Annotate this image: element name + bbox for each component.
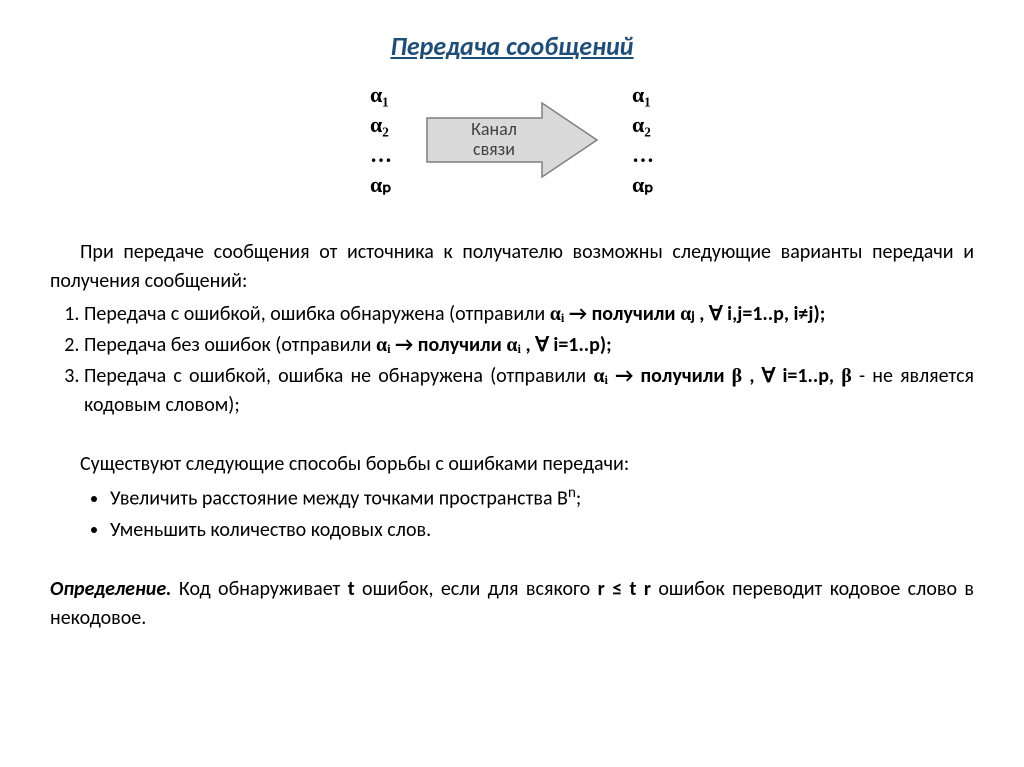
li1-part-a: Передача с ошибкой, ошибка обнаружена (о… (84, 302, 550, 326)
diagram-right-2: … (632, 142, 654, 168)
slide-page: Передача сообщений α₁ α₂ … αₚ Канал связ… (0, 0, 1024, 657)
bullet-list: Увеличить расстояние между точками прост… (50, 483, 974, 545)
numbered-list: Передача с ошибкой, ошибка обнаружена (о… (50, 300, 974, 420)
channel-arrow: Канал связи (422, 100, 602, 180)
b1-a: Увеличить расстояние между точками прост… (110, 487, 568, 511)
diagram-left-column: α₁ α₂ … αₚ (370, 82, 392, 198)
diagram-left-0: α₁ (370, 82, 392, 108)
li3-part-a: Передача с ошибкой, ошибка не обнаружена… (84, 364, 593, 388)
def-b: ошибок, если для всякого (355, 577, 598, 601)
li1-alpha-i: αᵢ (550, 303, 565, 325)
b1-sup: n (568, 484, 576, 502)
section-2: Существуют следующие способы борьбы с ош… (50, 450, 974, 545)
arrow-label-line1: Канал (471, 118, 517, 140)
intro-paragraph: При передаче сообщения от источника к по… (50, 238, 974, 296)
list-item-2: Передача без ошибок (отправили αᵢ → полу… (84, 331, 974, 360)
def-label: Определение. (50, 577, 172, 601)
li2-part-a: Передача без ошибок (отправили (84, 333, 376, 357)
li3-part-b: → получили (608, 364, 732, 388)
arrow-label-line2: связи (473, 138, 515, 160)
list-item-3: Передача с ошибкой, ошибка не обнаружена… (84, 362, 974, 420)
body-text: При передаче сообщения от источника к по… (50, 238, 974, 633)
arrow-label: Канал связи (471, 120, 517, 160)
bullet-2: Уменьшить количество кодовых слов. (110, 516, 974, 545)
section2-intro: Существуют следующие способы борьбы с ош… (50, 450, 974, 479)
b1-b: ; (576, 487, 581, 511)
li3-part-c: , ∀ i=1..p, (742, 364, 841, 388)
bullet-1: Увеличить расстояние между точками прост… (110, 483, 974, 514)
def-a: Код обнаруживает (172, 577, 348, 601)
li1-part-c: , ∀ i,j=1..p, i≠j); (695, 302, 826, 326)
diagram-right-0: α₁ (632, 82, 654, 108)
diagram-right-1: α₂ (632, 112, 654, 138)
li3-beta2: β (841, 365, 852, 387)
li2-part-c: , ∀ i=1..p); (521, 333, 612, 357)
diagram-right-column: α₁ α₂ … αₚ (632, 82, 654, 198)
li2-alpha-i1: αᵢ (376, 334, 391, 356)
def-t: t (348, 577, 355, 601)
li3-beta1: β (732, 365, 743, 387)
def-r: r ≤ t r (598, 577, 651, 601)
li2-alpha-i2: αᵢ (506, 334, 521, 356)
diagram-left-2: … (370, 142, 392, 168)
diagram-right-3: αₚ (632, 172, 654, 198)
transmission-diagram: α₁ α₂ … αₚ Канал связи α₁ α₂ … αₚ (50, 82, 974, 198)
li3-alpha-i: αᵢ (593, 365, 608, 387)
li1-part-b: → получили (564, 302, 680, 326)
diagram-left-1: α₂ (370, 112, 392, 138)
li1-alpha-j: αⱼ (680, 303, 695, 325)
diagram-left-3: αₚ (370, 172, 392, 198)
li2-part-b: → получили (391, 333, 507, 357)
slide-title: Передача сообщений (50, 30, 974, 62)
definition-paragraph: Определение. Код обнаруживает t ошибок, … (50, 575, 974, 633)
list-item-1: Передача с ошибкой, ошибка обнаружена (о… (84, 300, 974, 329)
